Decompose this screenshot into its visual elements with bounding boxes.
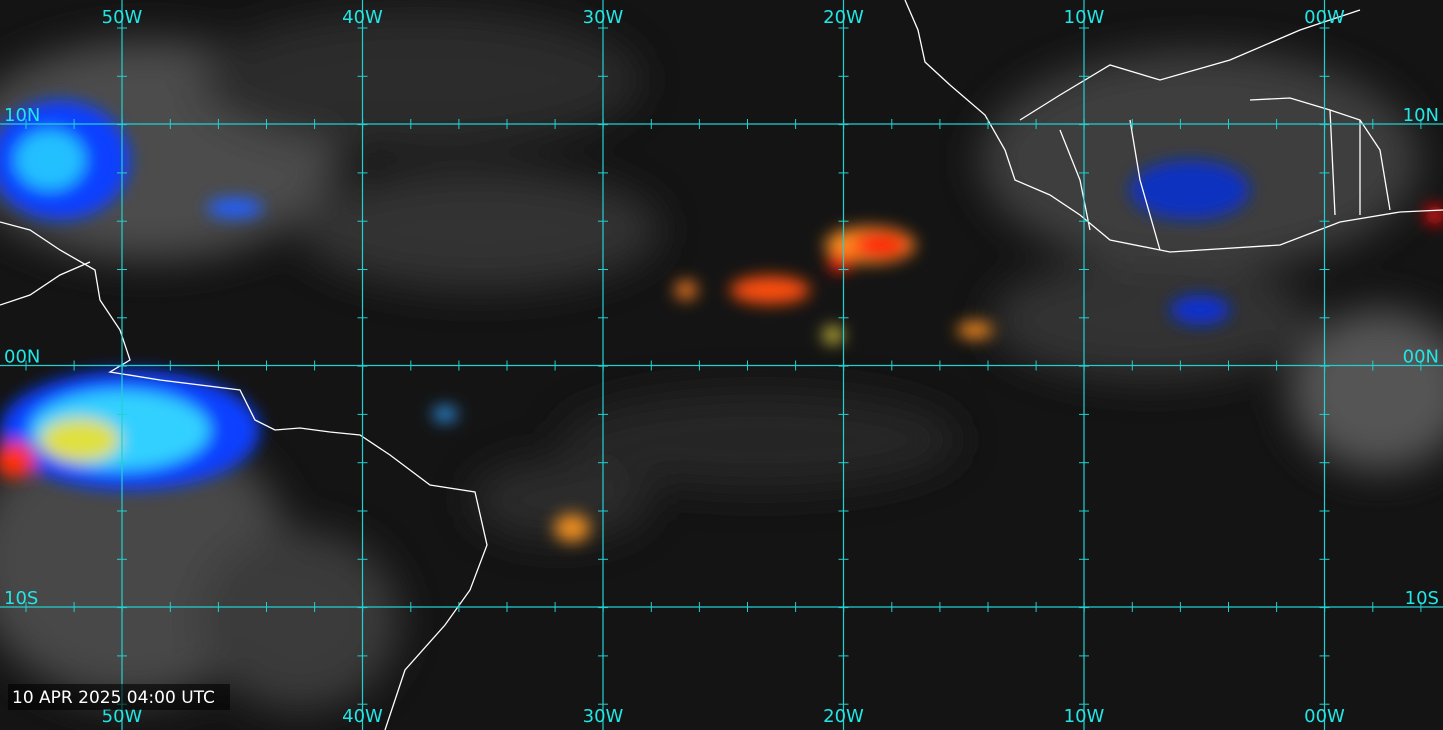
- longitude-label: 30W: [583, 7, 624, 28]
- latitude-label: 00N: [1403, 347, 1439, 368]
- latitude-label: 10S: [4, 588, 38, 609]
- longitude-label: 10W: [1064, 706, 1105, 727]
- longitude-label: 50W: [102, 706, 143, 727]
- longitude-label: 40W: [342, 706, 383, 727]
- convection: [0, 100, 1443, 542]
- longitude-label: 20W: [823, 7, 864, 28]
- longitude-label: 20W: [823, 706, 864, 727]
- latitude-label: 10N: [4, 105, 40, 126]
- longitude-label: 40W: [342, 7, 383, 28]
- grid-labels: 50W 50W 40W 40W 30W 30W 20W 20W 10W 10W 00W 00W 10N 1…: [4, 7, 1439, 727]
- timestamp: 10 APR 2025 04:00 UTC: [12, 688, 215, 708]
- longitude-label: 00W: [1304, 706, 1345, 727]
- longitude-label: 00W: [1304, 7, 1345, 28]
- timestamp-box: [8, 684, 230, 710]
- latitude-label: 10S: [1405, 588, 1439, 609]
- latitude-label: 00N: [4, 347, 40, 368]
- longitude-label: 10W: [1064, 7, 1105, 28]
- longitude-label: 30W: [583, 706, 624, 727]
- longitude-label: 50W: [102, 7, 143, 28]
- latitude-label: 10N: [1403, 105, 1439, 126]
